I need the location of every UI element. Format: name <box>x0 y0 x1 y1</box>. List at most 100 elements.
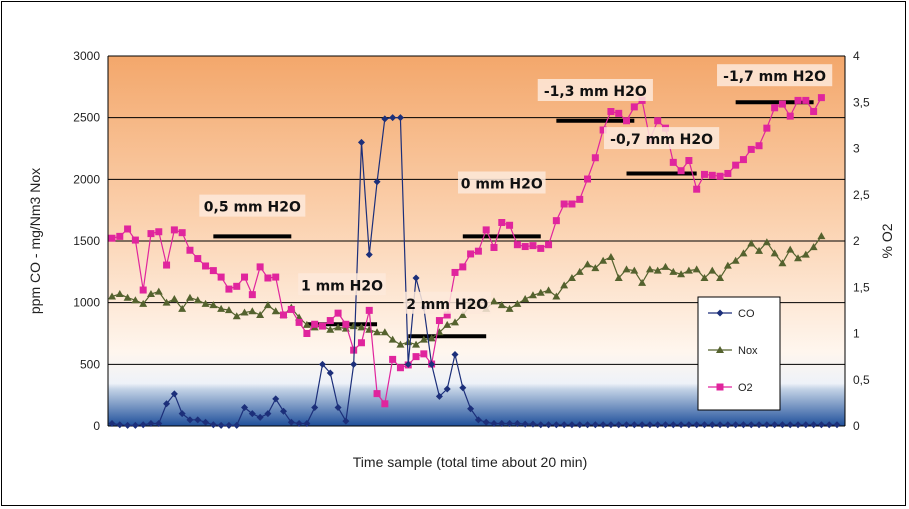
nox-point <box>154 287 163 295</box>
annotation-label: 0 mm H2O <box>461 177 543 193</box>
co-point <box>186 416 194 424</box>
o2-point <box>576 195 584 203</box>
o2-point <box>443 311 451 319</box>
o2-point <box>272 273 280 281</box>
annotation-box <box>457 171 546 194</box>
o2-point <box>630 103 638 111</box>
co-point <box>295 420 303 428</box>
nox-point <box>692 265 701 273</box>
nox-point <box>747 239 756 247</box>
nox-point <box>248 307 257 315</box>
co-point <box>467 405 475 413</box>
nox-point <box>599 256 608 264</box>
annotation-box <box>199 194 306 217</box>
o2-point <box>303 330 311 337</box>
y-tick-label: 2000 <box>73 172 100 186</box>
co-point <box>124 421 132 429</box>
co-point <box>116 421 124 429</box>
o2-point <box>763 124 771 132</box>
o2-point <box>225 285 233 293</box>
co-point <box>318 360 326 368</box>
co-point <box>513 420 521 428</box>
legend: CO Nox O2 <box>697 296 781 411</box>
co-point <box>459 384 467 392</box>
o2-point <box>732 161 740 169</box>
series-o2 <box>108 94 825 408</box>
legend-box <box>697 296 781 411</box>
o2-point <box>747 145 755 153</box>
nox-point <box>388 335 397 343</box>
o2-point <box>669 158 677 166</box>
nox-point <box>146 290 155 298</box>
co-point <box>139 421 147 429</box>
co-point <box>233 421 241 429</box>
o2-point <box>529 242 537 250</box>
nox-point <box>240 308 249 316</box>
y-tick-label: 3000 <box>73 49 100 63</box>
series-nox <box>108 232 826 348</box>
co-point <box>778 421 786 429</box>
o2-point <box>739 156 747 164</box>
co-point <box>506 420 514 428</box>
o2-point <box>389 355 397 363</box>
o2-point <box>373 390 381 398</box>
annotation-label: 0,5 mm H2O <box>204 200 301 216</box>
o2-point <box>716 383 724 391</box>
co-point <box>654 421 662 429</box>
o2-point <box>716 172 724 180</box>
co-point <box>630 421 638 429</box>
co-point <box>537 421 545 429</box>
nox-point <box>497 301 506 309</box>
annotation-label: -1,7 mm H2O <box>723 69 826 85</box>
o2-point <box>482 226 490 234</box>
co-point <box>334 404 342 411</box>
o2-point <box>802 96 810 104</box>
co-point <box>521 420 529 428</box>
co-point <box>225 421 233 429</box>
co-point <box>287 418 295 426</box>
legend-label-co: CO <box>738 308 755 320</box>
o2-point <box>202 262 210 270</box>
nox-point <box>731 256 740 264</box>
nox-point <box>677 270 686 278</box>
co-point <box>685 421 693 429</box>
co-point <box>802 421 810 429</box>
co-point <box>435 392 443 400</box>
nox-point <box>505 304 514 312</box>
o2-point <box>490 243 498 251</box>
nox-point <box>263 301 272 309</box>
nox-point <box>755 246 764 254</box>
co-point <box>490 420 498 428</box>
nox-point <box>162 298 171 306</box>
nox-point <box>708 266 717 274</box>
x-axis-title: Time sample (total time about 20 min) <box>353 454 587 470</box>
co-point <box>451 350 459 358</box>
co-point <box>591 421 599 429</box>
y-axis-title: ppm CO - mg/Nm3 Nox <box>27 168 43 314</box>
co-point <box>716 421 724 429</box>
nox-point <box>786 245 795 253</box>
nox-point <box>201 299 210 307</box>
nox-point <box>224 306 233 314</box>
nox-point <box>115 290 124 298</box>
y2-tick-label: 0 <box>853 419 860 433</box>
y2-tick-label: 3 <box>853 142 860 156</box>
co-point <box>412 274 420 282</box>
nox-point <box>575 267 584 275</box>
o2-point <box>685 157 693 165</box>
o2-point <box>280 311 288 319</box>
nox-point <box>521 294 530 302</box>
o2-point <box>755 142 763 150</box>
o2-point <box>233 282 241 290</box>
co-point <box>623 421 631 429</box>
co-point <box>248 410 256 418</box>
o2-point <box>623 117 631 125</box>
co-point <box>404 360 412 368</box>
nox-point <box>716 346 724 353</box>
nox-point <box>489 297 498 305</box>
nox-point <box>217 304 226 312</box>
nox-point <box>326 325 335 333</box>
y-tick-label: 1000 <box>73 296 100 310</box>
o2-point <box>116 232 124 240</box>
y-tick-label: 1500 <box>73 234 100 248</box>
